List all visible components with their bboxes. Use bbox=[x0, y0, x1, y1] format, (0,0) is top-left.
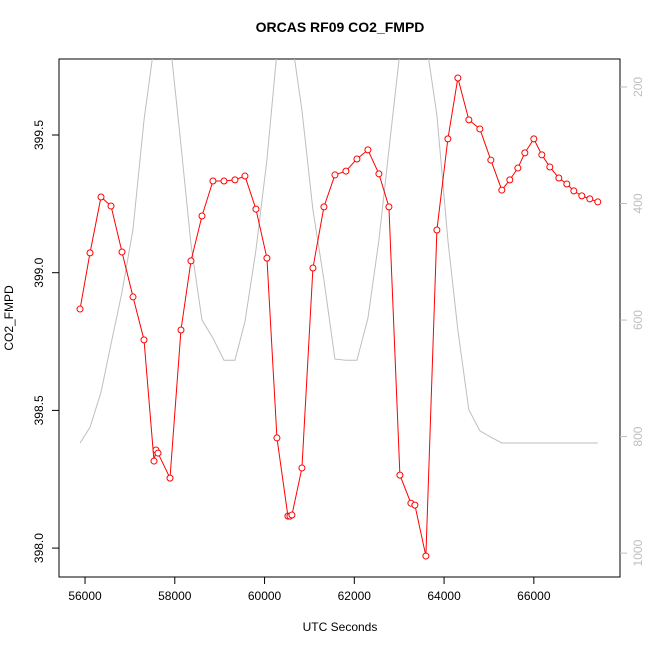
x-tick-label: 60000 bbox=[248, 589, 282, 603]
y-tick-label: 398.5 bbox=[32, 395, 46, 425]
data-point bbox=[86, 249, 94, 257]
data-point bbox=[342, 167, 350, 175]
data-point bbox=[444, 135, 452, 143]
y2-tick-label: 1000 bbox=[631, 539, 645, 566]
data-point bbox=[555, 174, 563, 182]
y2-tick-label: 800 bbox=[631, 426, 645, 446]
data-point bbox=[129, 293, 137, 301]
data-point bbox=[563, 180, 571, 188]
x-tick-label: 56000 bbox=[68, 589, 102, 603]
y2-tick-label: 200 bbox=[631, 77, 645, 97]
x-axis-label: UTC Seconds bbox=[303, 620, 378, 634]
data-point bbox=[166, 474, 174, 482]
x-tick-label: 62000 bbox=[338, 589, 372, 603]
plot-area bbox=[76, 59, 602, 560]
data-point bbox=[594, 198, 602, 206]
data-point bbox=[252, 205, 260, 213]
y-tick-label: 398.0 bbox=[32, 533, 46, 563]
data-point bbox=[538, 151, 546, 159]
data-point bbox=[118, 248, 126, 256]
data-point bbox=[353, 155, 361, 163]
y-tick-label: 399.0 bbox=[32, 257, 46, 287]
data-point bbox=[570, 187, 578, 195]
data-point bbox=[331, 171, 339, 179]
data-point bbox=[521, 149, 529, 157]
y-axis-label: CO2_FMPD bbox=[2, 285, 16, 351]
data-point bbox=[465, 116, 473, 124]
data-point bbox=[154, 449, 162, 457]
series-line bbox=[79, 77, 598, 557]
data-point bbox=[498, 186, 506, 194]
data-point bbox=[476, 125, 484, 133]
data-point bbox=[288, 511, 296, 519]
data-point bbox=[209, 177, 217, 185]
y-tick-label: 399.5 bbox=[32, 120, 46, 150]
data-point bbox=[231, 176, 239, 184]
data-point bbox=[298, 464, 306, 472]
data-point bbox=[530, 135, 538, 143]
data-point bbox=[107, 202, 115, 210]
data-point bbox=[546, 163, 554, 171]
data-point bbox=[220, 177, 228, 185]
data-point bbox=[76, 305, 84, 313]
data-point bbox=[320, 203, 328, 211]
y2-tick-label: 400 bbox=[631, 193, 645, 213]
data-point bbox=[586, 195, 594, 203]
data-point bbox=[241, 172, 249, 180]
data-point bbox=[433, 226, 441, 234]
data-point bbox=[506, 176, 514, 184]
data-point bbox=[364, 146, 372, 154]
x-tick-label: 64000 bbox=[427, 589, 461, 603]
data-point bbox=[97, 193, 105, 201]
series-line bbox=[79, 59, 598, 444]
data-point bbox=[487, 156, 495, 164]
data-point bbox=[187, 257, 195, 265]
data-point bbox=[150, 457, 158, 465]
data-point bbox=[375, 170, 383, 178]
data-point bbox=[422, 552, 430, 560]
data-point bbox=[396, 471, 404, 479]
data-point bbox=[177, 326, 185, 334]
data-point bbox=[385, 203, 393, 211]
data-point bbox=[273, 434, 281, 442]
data-point bbox=[578, 192, 586, 200]
data-point bbox=[514, 164, 522, 172]
x-tick-label: 66000 bbox=[517, 589, 551, 603]
x-tick-label: 58000 bbox=[158, 589, 192, 603]
data-point bbox=[140, 336, 148, 344]
data-point bbox=[411, 501, 419, 509]
data-point bbox=[454, 74, 462, 82]
y2-tick-label: 600 bbox=[631, 310, 645, 330]
data-point bbox=[198, 212, 206, 220]
data-point bbox=[263, 254, 271, 262]
data-point bbox=[309, 264, 317, 272]
chart-title: ORCAS RF09 CO2_FMPD bbox=[256, 19, 425, 35]
